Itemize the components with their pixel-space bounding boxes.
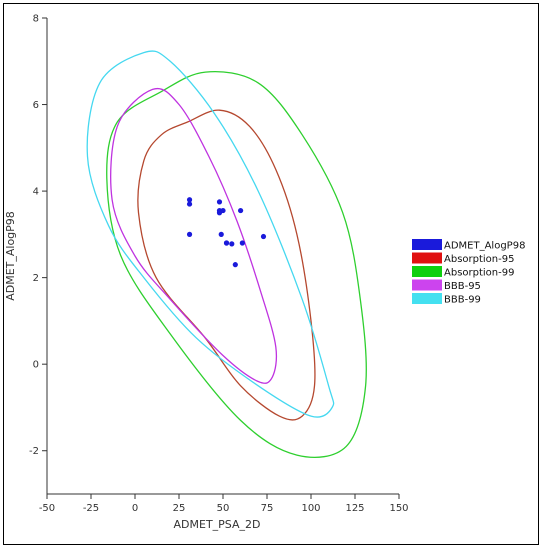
ellipse-absorption-95: [137, 109, 316, 421]
legend-label: Absorption-95: [444, 254, 514, 265]
data-point: [216, 199, 223, 205]
ellipse-layer: [86, 50, 367, 458]
y-tick-label: -2: [29, 446, 39, 457]
ellipse-bbb-95: [110, 87, 278, 384]
legend-swatch: [412, 266, 442, 277]
x-tick-label: 0: [132, 503, 138, 514]
data-point: [229, 241, 235, 247]
data-point: [186, 231, 193, 237]
ellipse-bbb-99: [86, 50, 335, 418]
y-tick-label: 0: [33, 360, 39, 371]
x-tick-label: 75: [261, 503, 274, 514]
data-point: [238, 207, 244, 214]
x-axis-title: ADMET_PSA_2D: [174, 518, 261, 531]
x-tick-label: 25: [173, 503, 186, 514]
y-tick-label: 2: [33, 273, 39, 284]
legend-label: BBB-95: [444, 281, 481, 292]
legend-label: ADMET_AlogP98: [444, 241, 525, 252]
x-tick-label: -25: [83, 503, 99, 514]
legend-swatch: [412, 293, 442, 304]
legend: ADMET_AlogP98 Absorption-95 Absorption-99 B…: [412, 239, 525, 306]
legend-swatch: [412, 279, 442, 291]
axes: -50 -25 0 25 50 75 100 125 150 -2 0 2 4 6 8: [29, 14, 409, 515]
legend-swatch: [412, 239, 442, 250]
x-tick-label: 50: [217, 503, 230, 514]
data-point: [232, 262, 238, 268]
data-point: [218, 231, 224, 237]
data-point: [260, 233, 267, 240]
data-point: [186, 197, 193, 203]
x-tick-label: 150: [389, 503, 408, 514]
y-tick-label: 4: [33, 187, 39, 198]
scatter-points: [186, 197, 267, 268]
y-axis-title: ADMET_AlogP98: [4, 211, 17, 301]
legend-swatch: [412, 252, 442, 264]
y-tick-label: 6: [33, 100, 39, 111]
data-point: [239, 240, 245, 246]
x-tick-label: -50: [39, 503, 55, 514]
x-tick-label: 125: [345, 503, 364, 514]
data-point: [186, 201, 193, 207]
legend-label: BBB-99: [444, 295, 481, 306]
legend-label: Absorption-99: [444, 268, 514, 279]
ellipse-absorption-99: [106, 71, 367, 458]
data-point: [220, 207, 226, 214]
x-tick-label: 100: [301, 503, 320, 514]
data-point: [223, 240, 230, 246]
y-tick-label: 8: [33, 14, 39, 25]
